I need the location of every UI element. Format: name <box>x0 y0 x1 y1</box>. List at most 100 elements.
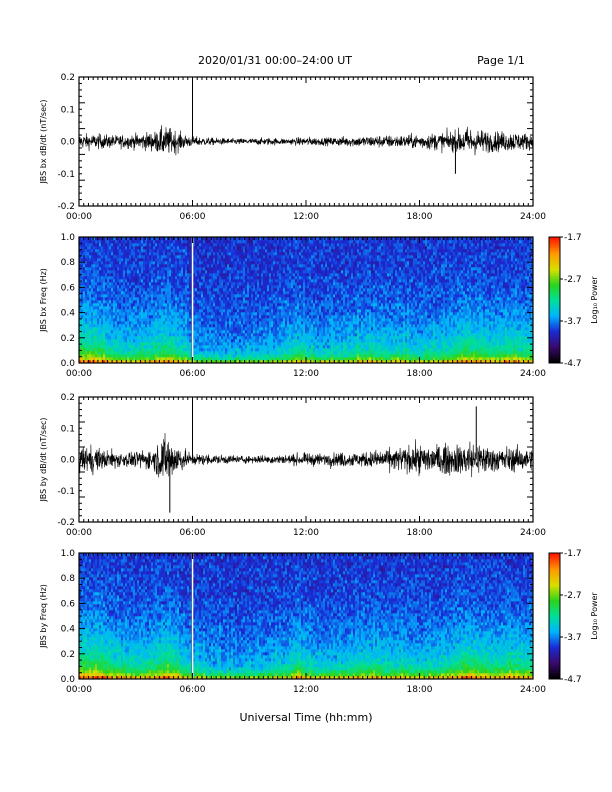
spectrogram-cell <box>227 297 230 301</box>
spectrogram-cell <box>275 345 278 349</box>
spectrogram-cell <box>245 267 248 271</box>
spectrogram-cell <box>155 324 158 328</box>
spectrogram-cell <box>263 345 266 349</box>
spectrogram-cell <box>107 288 110 292</box>
spectrogram-cell <box>249 243 252 247</box>
spectrogram-cell <box>161 267 164 271</box>
spectrogram-cell <box>93 276 96 280</box>
spectrogram-cell <box>111 273 114 277</box>
spectrogram-cell <box>223 291 226 295</box>
spectrogram-cell <box>139 288 142 292</box>
spectrogram-cell <box>243 252 246 256</box>
spectrogram-cell <box>195 258 198 262</box>
spectrogram-cell <box>95 294 98 298</box>
spectrogram-cell <box>225 351 228 355</box>
spectrogram-cell <box>113 246 116 250</box>
spectrogram-cell <box>179 336 182 340</box>
spectrogram-cell <box>303 252 306 256</box>
spectrogram-cell <box>137 279 140 283</box>
spectrogram-cell <box>123 318 126 322</box>
spectrogram-cell <box>143 357 146 361</box>
spectrogram-cell <box>199 321 202 325</box>
spectrogram-cell <box>183 279 186 283</box>
spectrogram-cell <box>291 300 294 304</box>
spectrogram-cell <box>279 339 282 343</box>
spectrogram-cell <box>101 243 104 247</box>
spectrogram-cell <box>81 276 84 280</box>
spectrogram-cell <box>297 264 300 268</box>
spectrogram-cell <box>223 348 226 352</box>
spectrogram-cell <box>107 324 110 328</box>
spectrogram-cell <box>249 357 252 361</box>
spectrogram-cell <box>251 321 254 325</box>
spectrogram-cell <box>255 285 258 289</box>
spectrogram-cell <box>239 261 242 265</box>
spectrogram-cell <box>219 297 222 301</box>
spectrogram-cell <box>91 354 94 358</box>
spectrogram-cell <box>85 294 88 298</box>
spectrogram-cell <box>163 345 166 349</box>
spectrogram-cell <box>97 357 100 361</box>
spectrogram-cell <box>205 273 208 277</box>
spectrogram-cell <box>137 249 140 253</box>
spectrogram-cell <box>229 351 232 355</box>
spectrogram-cell <box>139 291 142 295</box>
spectrogram-cell <box>249 240 252 244</box>
spectrogram-cell <box>97 294 100 298</box>
spectrogram-cell <box>299 339 302 343</box>
spectrogram-cell <box>205 240 208 244</box>
waveform-trace <box>79 125 533 156</box>
spectrogram-cell <box>261 270 264 274</box>
spectrogram-cell <box>151 252 154 256</box>
spectrogram-cell <box>295 354 298 358</box>
spectrogram-cell <box>297 336 300 340</box>
spectrogram-cell <box>179 345 182 349</box>
spectrogram-cell <box>225 327 228 331</box>
spectrogram-cell <box>181 282 184 286</box>
spectrogram-cell <box>121 264 124 268</box>
spectrogram-cell <box>163 273 166 277</box>
spectrogram-cell <box>117 333 120 337</box>
spectrogram-cell <box>151 240 154 244</box>
spectrogram-cell <box>83 324 86 328</box>
spectrogram-cell <box>257 321 260 325</box>
spectrogram-cell <box>109 303 112 307</box>
spectrogram-cell <box>273 246 276 250</box>
spectrogram-cell <box>303 345 306 349</box>
spectrogram-cell <box>229 279 232 283</box>
spectrogram-cell <box>159 300 162 304</box>
spectrogram-cell <box>141 309 144 313</box>
spectrogram-cell <box>101 246 104 250</box>
spectrogram-cell <box>197 318 200 322</box>
spectrogram-cell <box>299 321 302 325</box>
spectrogram-cell <box>251 324 254 328</box>
spectrogram-cell <box>213 243 216 247</box>
spectrogram-cell <box>211 318 214 322</box>
spectrogram-cell <box>223 336 226 340</box>
spectrogram-cell <box>221 267 224 271</box>
spectrogram-cell <box>253 261 256 265</box>
spectrogram-cell <box>193 288 196 292</box>
spectrogram-cell <box>177 339 180 343</box>
spectrogram-cell <box>289 249 292 253</box>
spectrogram-cell <box>197 258 200 262</box>
spectrogram-cell <box>147 240 150 244</box>
spectrogram-cell <box>273 303 276 307</box>
spectrogram-cell <box>181 258 184 262</box>
spectrogram-cell <box>149 240 152 244</box>
spectrogram-cell <box>85 297 88 301</box>
spectrogram-cell <box>83 285 86 289</box>
spectrogram-cell <box>93 336 96 340</box>
spectrogram-cell <box>173 270 176 274</box>
spectrogram-cell <box>293 348 296 352</box>
spectrogram-cell <box>271 321 274 325</box>
spectrogram-cell <box>113 354 116 358</box>
spectrogram-cell <box>249 309 252 313</box>
spectrogram-cell <box>283 294 286 298</box>
spectrogram-cell <box>157 267 160 271</box>
spectrogram-cell <box>107 261 110 265</box>
spectrogram-cell <box>139 324 142 328</box>
spectrogram-cell <box>231 312 234 316</box>
spectrogram-cell <box>249 360 252 364</box>
spectrogram-cell <box>171 354 174 358</box>
